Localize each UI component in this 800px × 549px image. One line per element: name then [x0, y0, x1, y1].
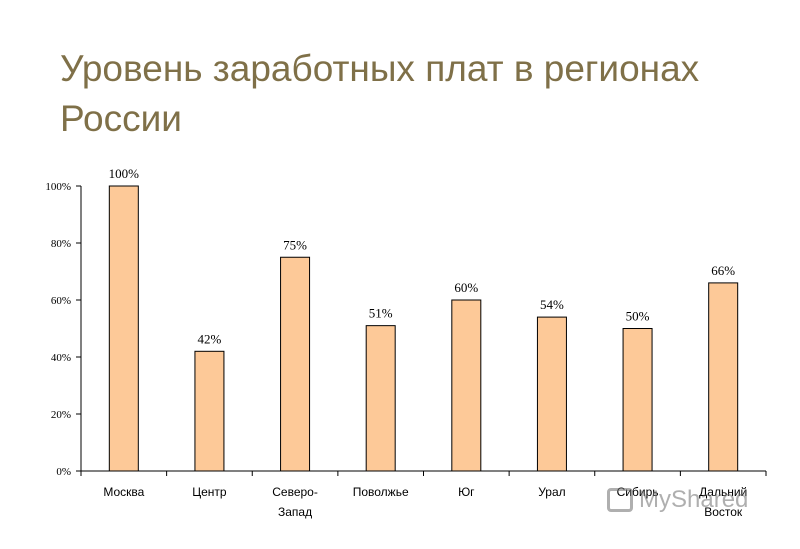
page-title: Уровень заработных плат в регионах Росси…: [60, 48, 700, 139]
watermark: MyShared: [607, 486, 748, 514]
x-tick-label: Восток: [704, 505, 743, 519]
bar-7: [622, 328, 653, 472]
y-tick-label: 40%: [51, 352, 71, 364]
y-tick-label: 100%: [45, 181, 71, 193]
data-label: 100%: [109, 166, 140, 181]
bar-1: [108, 185, 139, 472]
y-tick-label: 0%: [56, 466, 71, 478]
bar-5: [451, 299, 482, 472]
bar-3: [280, 256, 311, 472]
data-label: 75%: [283, 237, 307, 252]
x-tick-label: Центр: [192, 485, 227, 499]
watermark-text: MyShared: [639, 486, 749, 513]
y-tick-label: 80%: [51, 238, 71, 250]
y-tick-label: 20%: [51, 409, 71, 421]
data-label: 50%: [626, 309, 650, 324]
data-label: 54%: [540, 297, 564, 312]
x-tick-label: Юг: [458, 485, 475, 499]
bar-8: [708, 282, 739, 472]
y-tick-label: 60%: [51, 295, 71, 307]
x-tick-label: Северо-: [272, 485, 318, 499]
data-label: 51%: [369, 306, 393, 321]
x-tick-label: Москва: [103, 485, 144, 499]
bar-6: [536, 316, 567, 472]
data-label: 66%: [711, 263, 735, 278]
x-tick-label: Дальний: [699, 485, 747, 499]
x-tick-label: Запад: [278, 505, 312, 519]
data-label: 42%: [198, 331, 222, 346]
x-tick-label: Урал: [538, 485, 565, 499]
bar-2: [194, 350, 225, 472]
bar-4: [365, 325, 396, 472]
myshared-logo-icon: [607, 488, 633, 512]
data-label: 60%: [454, 280, 478, 295]
x-tick-label: Поволжье: [353, 485, 409, 499]
